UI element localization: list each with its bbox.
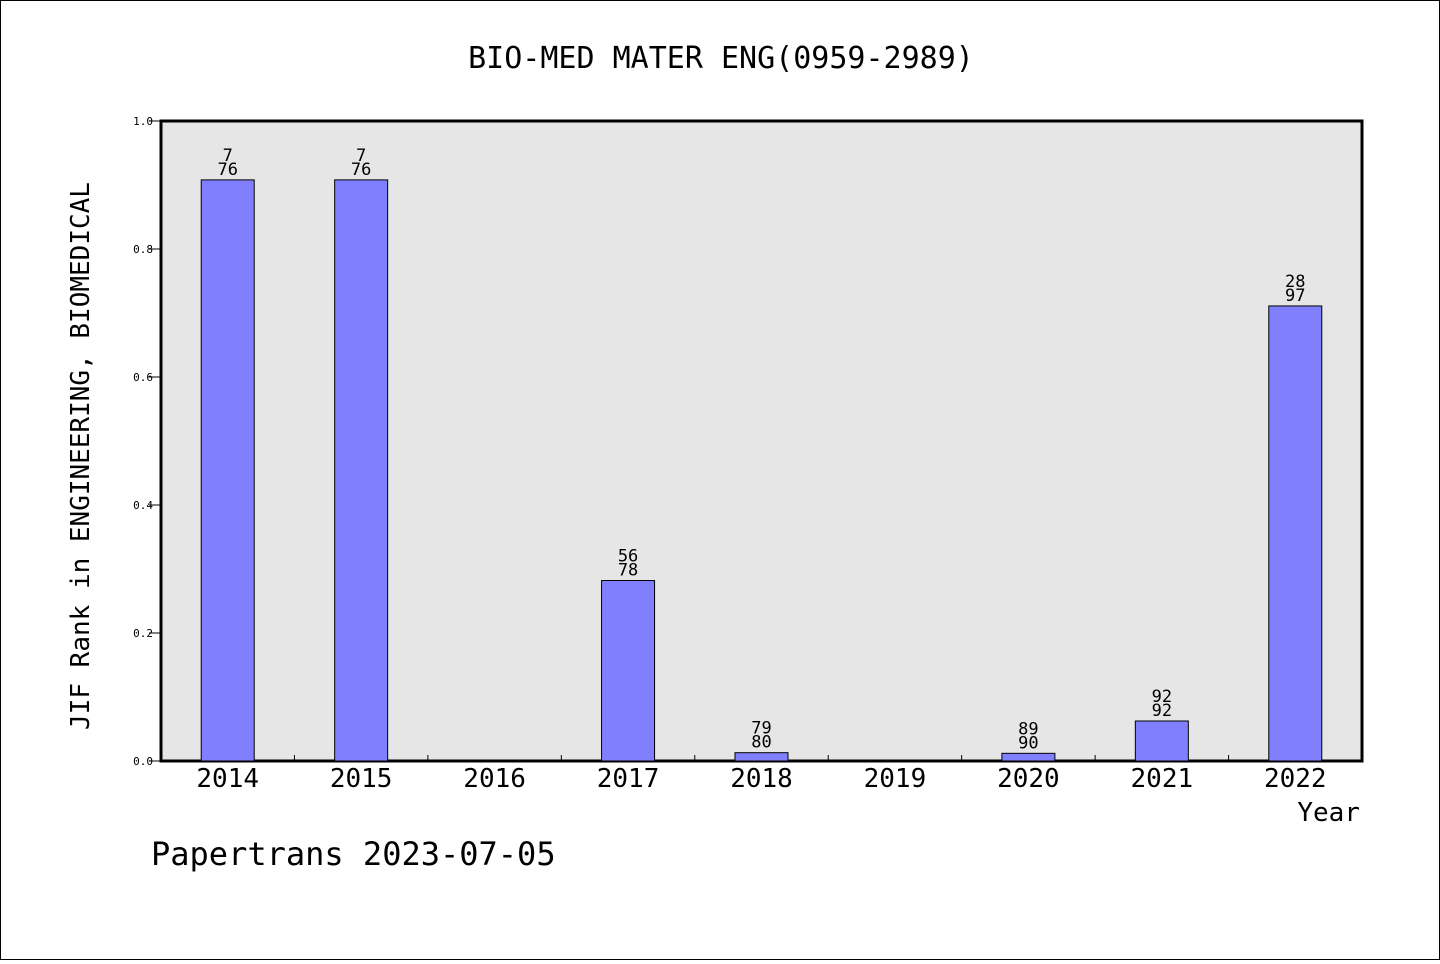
bar-label-total: 76 [217, 160, 237, 180]
chart-title: BIO-MED MATER ENG(0959-2989) [468, 41, 974, 76]
bar-2021 [1134, 720, 1189, 762]
y-axis: 0.0 0.2 0.4 0.6 0.8 1.0 [133, 115, 161, 768]
bars-group [200, 179, 1323, 762]
y-tick-label: 0.2 [133, 627, 153, 640]
bar-label-rank: 79 [751, 719, 771, 739]
y-tick-label: 0.0 [133, 755, 153, 768]
y-axis-label: JIF Rank in ENGINEERING, BIOMEDICAL [66, 182, 96, 730]
bar-2015 [334, 179, 389, 762]
bar-2014 [200, 179, 255, 762]
bar-label-total: 97 [1285, 286, 1305, 306]
bar-label-rank: 7 [223, 146, 233, 166]
bar-2018 [734, 752, 789, 762]
bar-2022 [1268, 305, 1323, 762]
y-tick-label: 0.4 [133, 499, 153, 512]
y-tick-label: 0.6 [133, 371, 153, 384]
x-tick-label: 2016 [463, 764, 526, 794]
bar-label-total: 78 [618, 561, 638, 581]
bar-label-rank: 28 [1285, 272, 1305, 292]
bar-label-total: 80 [751, 733, 771, 753]
x-axis: 2014 2015 2016 2017 2018 2019 2020 2021 2022 [196, 755, 1327, 794]
x-tick-label: 2014 [196, 764, 259, 794]
bar-label-rank: 89 [1018, 719, 1038, 739]
x-tick-label: 2018 [730, 764, 793, 794]
x-tick-label: 2017 [597, 764, 660, 794]
x-tick-label: 2020 [997, 764, 1060, 794]
x-tick-label: 2022 [1264, 764, 1327, 794]
x-axis-label: Year [1297, 798, 1360, 828]
bar-label-rank: 92 [1152, 687, 1172, 707]
x-tick-label: 2015 [330, 764, 393, 794]
y-tick-label: 0.8 [133, 243, 153, 256]
bar-label-rank: 56 [618, 547, 638, 567]
x-tick-label: 2019 [864, 764, 927, 794]
x-tick-label: 2021 [1131, 764, 1194, 794]
y-tick-label: 1.0 [133, 115, 153, 128]
bar-label-total: 92 [1152, 701, 1172, 721]
bar-label-rank: 7 [356, 146, 366, 166]
bar-label-total: 76 [351, 160, 371, 180]
bar-label-total: 90 [1018, 733, 1038, 753]
footer-text: Papertrans 2023-07-05 [151, 835, 556, 873]
bar-2017 [601, 580, 656, 762]
bar-2020 [1001, 752, 1056, 762]
